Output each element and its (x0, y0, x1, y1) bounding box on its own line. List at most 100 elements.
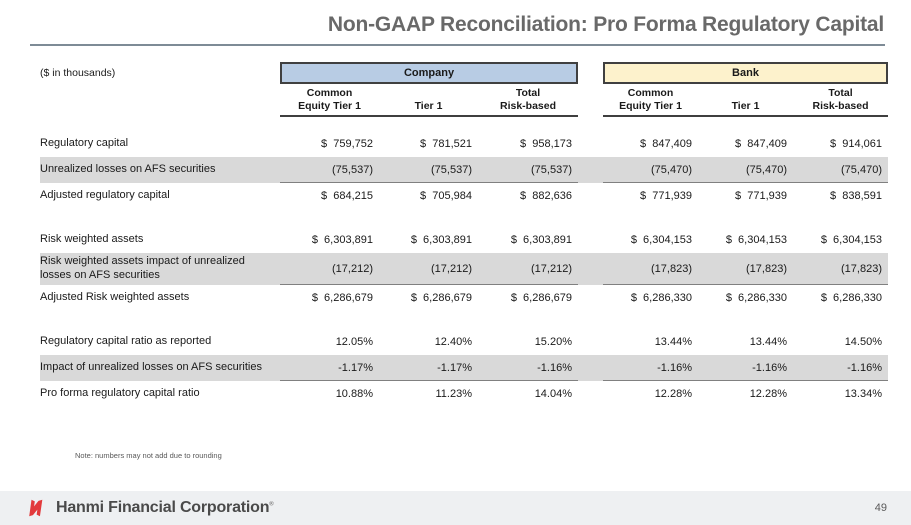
cell-value: 10.88% (335, 388, 373, 400)
table-row-unrealized-losses: Unrealized losses on AFS securities (75,… (40, 157, 888, 183)
group-gap (578, 87, 603, 117)
cell-value: 14.50% (844, 336, 882, 348)
group-gap (578, 355, 603, 381)
cell-value: 14.04% (534, 388, 572, 400)
cell-value: $ 847,409 (640, 138, 692, 150)
cell-value: $ 958,173 (520, 138, 572, 150)
row-label: Impact of unrealized losses on AFS secur… (40, 361, 262, 374)
cell-value: $ 771,939 (735, 190, 787, 202)
footer-company-name: Hanmi Financial Corporation® (56, 499, 274, 517)
cell-value: 12.28% (654, 388, 692, 400)
cell-value: -1.16% (603, 355, 698, 381)
cell-value: $ 6,286,330 (630, 292, 692, 304)
column-header-line: Equity Tier 1 (619, 99, 682, 112)
group-gap (578, 131, 603, 157)
group-gap (578, 253, 603, 285)
title-divider (30, 44, 885, 46)
cell-value: (75,537) (280, 157, 379, 183)
table-row-rwa-impact: Risk weighted assets impact of unrealize… (40, 253, 888, 285)
cell-value: (75,537) (379, 157, 478, 183)
column-header-line: Tier 1 (414, 99, 443, 112)
column-header-company-cet1: Common Equity Tier 1 (280, 87, 379, 117)
hanmi-logo-icon (29, 499, 43, 517)
column-header-company-total: Total Risk-based (478, 87, 578, 117)
row-label: Regulatory capital (40, 137, 129, 150)
cell-value: $ 914,061 (830, 138, 882, 150)
cell-value: $ 6,303,891 (410, 234, 472, 246)
cell-value: 15.20% (534, 336, 572, 348)
column-header-line: Tier 1 (731, 99, 760, 112)
cell-value: (17,823) (793, 253, 888, 285)
column-header-line: Equity Tier 1 (298, 99, 361, 112)
cell-value: (75,470) (698, 157, 793, 183)
cell-value: $ 705,984 (420, 190, 472, 202)
cell-value: 11.23% (435, 388, 473, 400)
units-label: ($ in thousands) (40, 67, 116, 79)
table-row-regulatory-capital: Regulatory capital $ 759,752 $ 781,521 $… (40, 131, 888, 157)
table-row-risk-weighted-assets: Risk weighted assets $ 6,303,891 $ 6,303… (40, 227, 888, 253)
row-label: Adjusted Risk weighted assets (40, 291, 190, 304)
page-number: 49 (874, 502, 887, 514)
cell-value: $ 6,304,153 (725, 234, 787, 246)
group-gap (578, 183, 603, 209)
cell-value: 12.28% (749, 388, 787, 400)
cell-value: $ 771,939 (640, 190, 692, 202)
column-header-bank-total: Total Risk-based (793, 87, 888, 117)
cell-value: $ 759,752 (321, 138, 373, 150)
column-header-line: Common (306, 86, 353, 99)
cell-value: -1.16% (698, 355, 793, 381)
row-label: Unrealized losses on AFS securities (40, 163, 216, 176)
page-title: Non-GAAP Reconciliation: Pro Forma Regul… (327, 13, 884, 36)
cell-value: $ 6,304,153 (630, 234, 692, 246)
cell-value: 12.40% (434, 336, 472, 348)
table-row-adjusted-rwa: Adjusted Risk weighted assets $ 6,286,67… (40, 285, 888, 311)
cell-value: $ 781,521 (420, 138, 472, 150)
table-row-impact-ratio: Impact of unrealized losses on AFS secur… (40, 355, 888, 381)
row-label: Adjusted regulatory capital (40, 189, 170, 202)
cell-value: $ 882,636 (520, 190, 572, 202)
column-header-bank-cet1: Common Equity Tier 1 (603, 87, 698, 117)
cell-value: (75,470) (603, 157, 698, 183)
table-row-pro-forma-ratio: Pro forma regulatory capital ratio 10.88… (40, 381, 888, 407)
cell-value: $ 6,303,891 (510, 234, 572, 246)
group-gap (578, 381, 603, 407)
cell-value: (17,212) (280, 253, 379, 285)
table-row-capital-ratio-reported: Regulatory capital ratio as reported 12.… (40, 329, 888, 355)
row-label: Regulatory capital ratio as reported (40, 335, 212, 348)
cell-value: 13.44% (654, 336, 692, 348)
group-gap (578, 157, 603, 183)
cell-value: 12.05% (335, 336, 373, 348)
trademark-symbol: ® (269, 501, 274, 508)
cell-value: (17,823) (603, 253, 698, 285)
cell-value: -1.17% (379, 355, 478, 381)
bank-group-header: Bank (603, 62, 888, 84)
cell-value: (17,212) (379, 253, 478, 285)
cell-value: -1.16% (478, 355, 578, 381)
row-label: Risk weighted assets impact of unrealize… (40, 255, 245, 281)
cell-value: $ 6,286,679 (410, 292, 472, 304)
reconciliation-table: ($ in thousands) Company Bank Common Equ… (40, 62, 888, 407)
cell-value: $ 6,304,153 (820, 234, 882, 246)
company-group-header: Company (280, 62, 578, 84)
cell-value: 13.44% (749, 336, 787, 348)
column-header-line: Total (828, 86, 853, 99)
cell-value: -1.17% (280, 355, 379, 381)
cell-value: $ 838,591 (830, 190, 882, 202)
column-header-company-tier1: Tier 1 (379, 87, 478, 117)
column-header-line: Total (515, 86, 541, 99)
row-label: Pro forma regulatory capital ratio (40, 387, 200, 400)
rounding-note: Note: numbers may not add due to roundin… (75, 451, 222, 460)
group-gap (578, 329, 603, 355)
column-header-spacer (40, 87, 280, 117)
cell-value: $ 6,286,330 (820, 292, 882, 304)
cell-value: $ 6,286,330 (725, 292, 787, 304)
cell-value: (75,537) (478, 157, 578, 183)
cell-value: $ 6,303,891 (311, 234, 373, 246)
row-label: Risk weighted assets (40, 233, 144, 246)
column-header-line: Risk-based (812, 99, 869, 112)
cell-value: (75,470) (793, 157, 888, 183)
cell-value: (17,823) (698, 253, 793, 285)
cell-value: 13.34% (844, 388, 882, 400)
footer-company-name-text: Hanmi Financial Corporation (56, 499, 270, 516)
column-header-line: Common (627, 86, 674, 99)
